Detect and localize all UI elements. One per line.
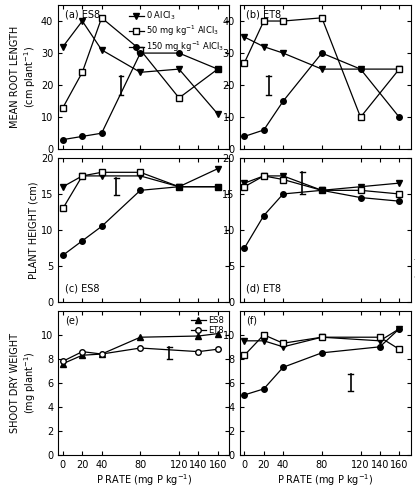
Y-axis label: SHOOT DRY WEIGHT
(mg plant$^{-1}$): SHOOT DRY WEIGHT (mg plant$^{-1}$) xyxy=(10,333,38,433)
Y-axis label: SHOOT DRY WEIGHT
(mg plant$^{-1}$): SHOOT DRY WEIGHT (mg plant$^{-1}$) xyxy=(414,333,415,433)
Y-axis label: PLANT HEIGHT (cm): PLANT HEIGHT (cm) xyxy=(28,181,38,279)
X-axis label: P RATE (mg P kg$^{-1}$): P RATE (mg P kg$^{-1}$) xyxy=(277,472,374,488)
Y-axis label: PLANT HEIGHT (cm): PLANT HEIGHT (cm) xyxy=(414,181,415,279)
Y-axis label: MEAN ROOT LENGTH
(cm plant$^{-1}$): MEAN ROOT LENGTH (cm plant$^{-1}$) xyxy=(414,26,415,128)
Text: (e): (e) xyxy=(65,315,78,325)
Y-axis label: MEAN ROOT LENGTH
(cm plant$^{-1}$): MEAN ROOT LENGTH (cm plant$^{-1}$) xyxy=(10,26,38,128)
X-axis label: P RATE (mg P kg$^{-1}$): P RATE (mg P kg$^{-1}$) xyxy=(95,472,192,488)
Text: (f): (f) xyxy=(247,315,257,325)
Text: (b) ET8: (b) ET8 xyxy=(247,10,282,20)
Text: (c) ES8: (c) ES8 xyxy=(65,284,100,294)
Legend: 0 AlCl$_3$, 50 mg kg$^{-1}$ AlCl$_3$, 150 mg kg$^{-1}$ AlCl$_3$: 0 AlCl$_3$, 50 mg kg$^{-1}$ AlCl$_3$, 15… xyxy=(128,9,225,54)
Text: (d) ET8: (d) ET8 xyxy=(247,284,281,294)
Text: (a) ES8: (a) ES8 xyxy=(65,10,100,20)
Legend: ES8, ET8: ES8, ET8 xyxy=(190,315,225,336)
